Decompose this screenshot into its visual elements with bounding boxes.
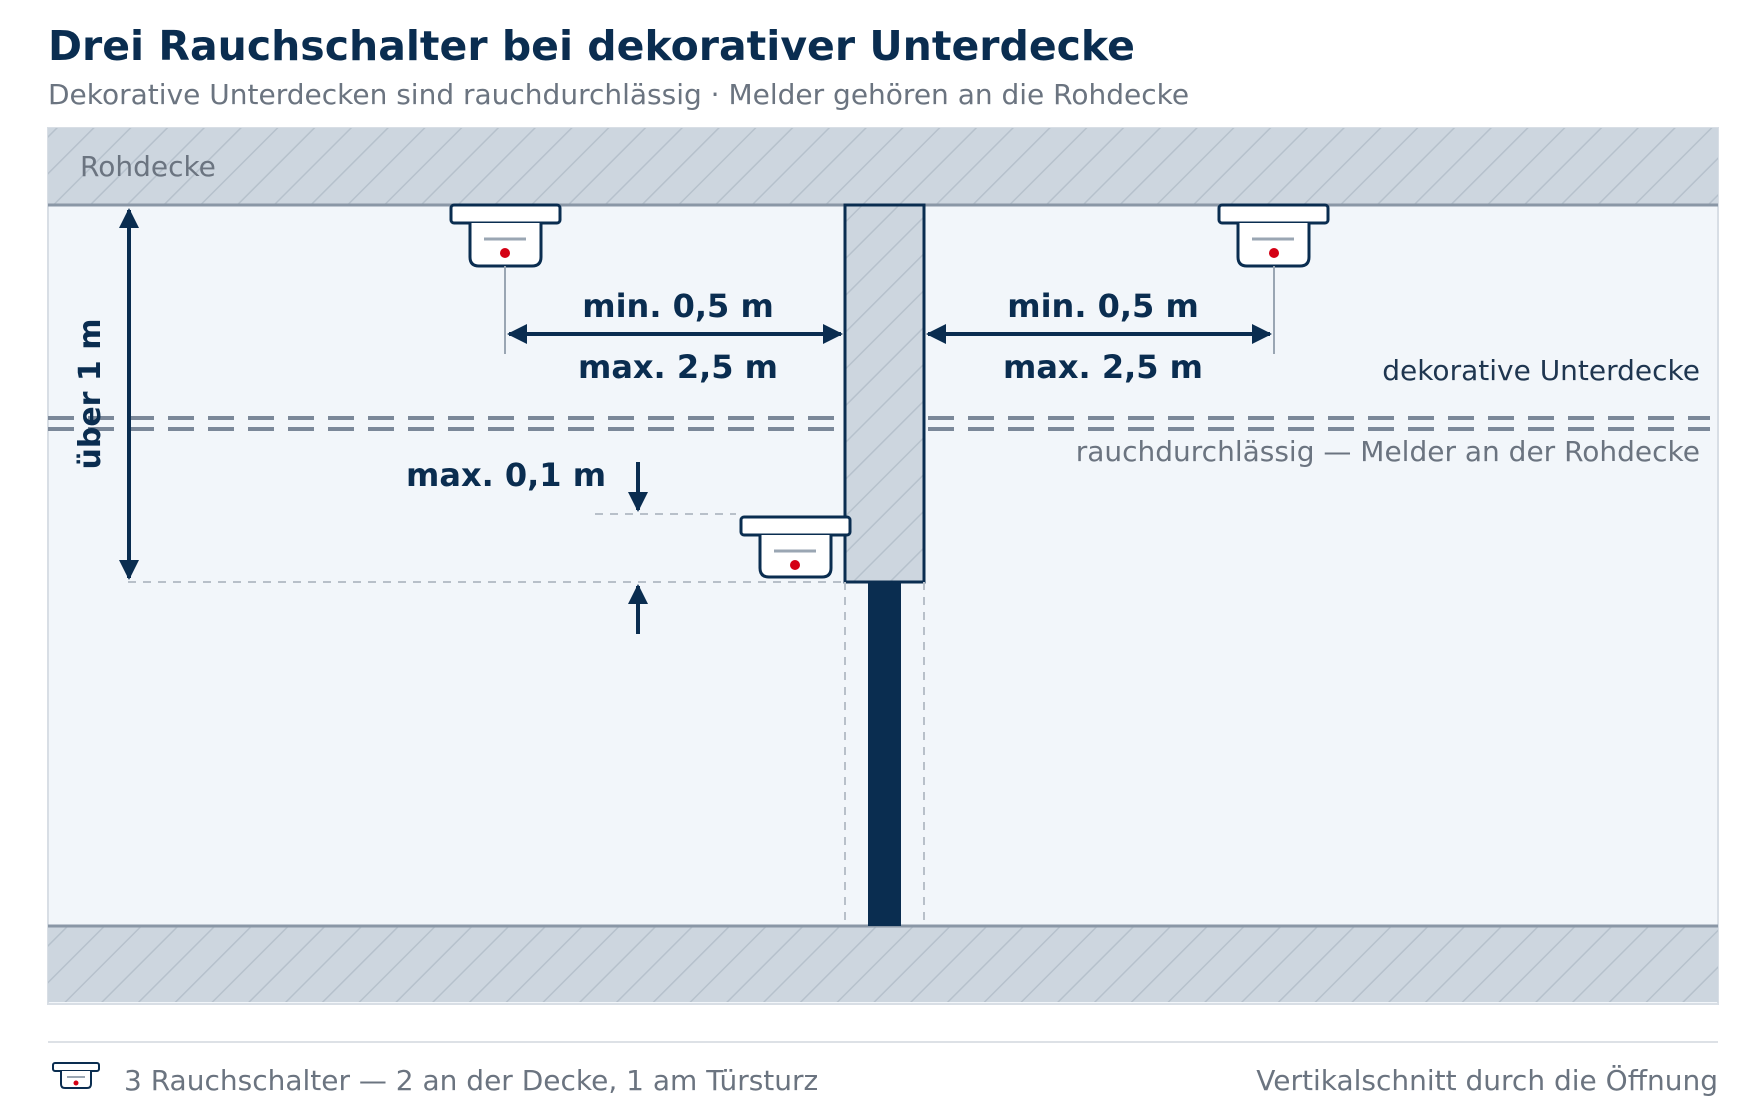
lintel-offset-label: max. 0,1 m [406, 456, 606, 494]
page-title: Drei Rauchschalter bei dekorativer Unter… [48, 22, 1135, 70]
page-subtitle: Dekorative Unterdecken sind rauchdurchlä… [48, 78, 1190, 111]
smoke-detector-lintel [739, 515, 852, 579]
lintel-height-label: über 1 m [73, 319, 108, 470]
suspended-ceiling-note: rauchdurchlässig — Melder an der Rohdeck… [1076, 435, 1700, 468]
smoke-detector-legend-icon [52, 1062, 100, 1089]
rohdecke-label: Rohdecke [80, 150, 216, 183]
left-dim-min-label: min. 0,5 m [582, 287, 774, 325]
smoke-detector-right [1217, 203, 1330, 268]
suspended-ceiling-label: dekorative Unterdecke [1382, 354, 1700, 387]
left-dim-max-label: max. 2,5 m [578, 348, 778, 386]
legend-text: 3 Rauchschalter — 2 an der Decke, 1 am T… [124, 1064, 819, 1097]
door-lintel [843, 203, 926, 584]
footer-divider [48, 1041, 1718, 1043]
right-dim-max-label: max. 2,5 m [1003, 348, 1203, 386]
door-leaf [868, 582, 901, 926]
footer-caption: Vertikalschnitt durch die Öffnung [1256, 1064, 1718, 1097]
right-dim-min-label: min. 0,5 m [1007, 287, 1199, 325]
floor-slab [48, 926, 1718, 1002]
smoke-detector-left [449, 203, 562, 268]
raw-ceiling-slab [48, 128, 1718, 205]
